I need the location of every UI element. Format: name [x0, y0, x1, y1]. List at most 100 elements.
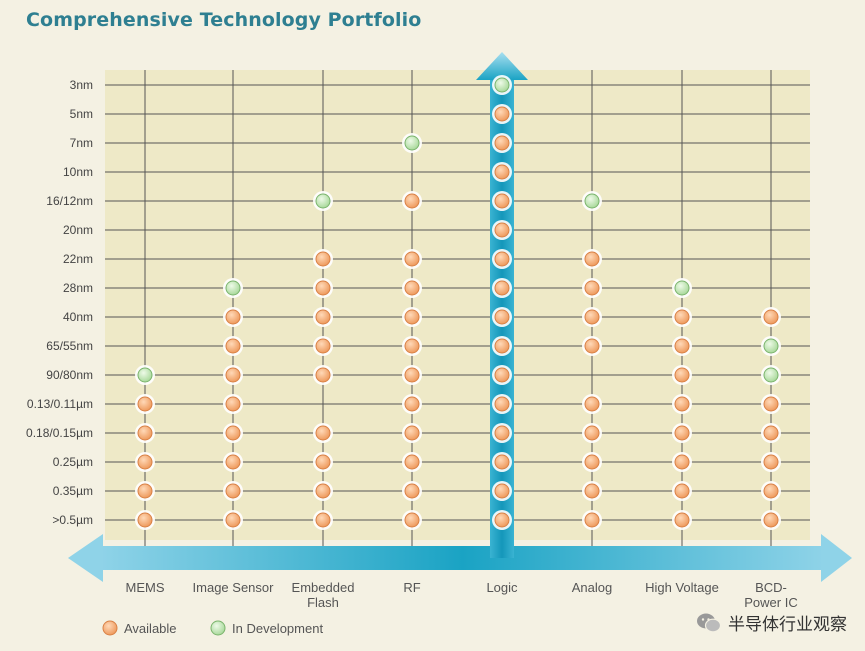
x-category-label: Embedded Flash [292, 580, 355, 610]
data-point-available [674, 367, 690, 383]
data-point-available [315, 309, 331, 325]
data-point-in-development [404, 135, 420, 151]
data-point-available [494, 483, 510, 499]
data-point-in-development [584, 193, 600, 209]
y-tick-label: 7nm [70, 136, 93, 150]
data-point-available [584, 425, 600, 441]
data-point-available [763, 309, 779, 325]
y-tick-label: 22nm [63, 252, 93, 266]
x-axis-labels: MEMS Image Sensor Embedded Flash RF Logic Anal… [126, 580, 798, 610]
x-category-label: BCD-Power IC [744, 580, 797, 610]
data-point-available [494, 396, 510, 412]
x-category-label-line: Flash [307, 595, 339, 610]
data-point-available [315, 251, 331, 267]
x-category-label-line: Image Sensor [193, 580, 275, 595]
data-point-available [494, 193, 510, 209]
data-point-available [404, 193, 420, 209]
data-point-available [584, 280, 600, 296]
watermark: 半导体行业观察 [696, 610, 847, 635]
y-tick-label: 5nm [70, 107, 93, 121]
data-point-available [137, 396, 153, 412]
data-point-available [225, 309, 241, 325]
data-point-available [404, 367, 420, 383]
data-point-available [494, 251, 510, 267]
data-point-available [494, 309, 510, 325]
data-point-in-development [763, 367, 779, 383]
data-point-available [225, 454, 241, 470]
data-point-available [494, 454, 510, 470]
legend-marker-available [102, 620, 118, 636]
x-category-label: Image Sensor [193, 580, 275, 595]
data-point-available [674, 454, 690, 470]
data-point-available [225, 338, 241, 354]
data-point-available [404, 309, 420, 325]
data-point-in-development [763, 338, 779, 354]
watermark-text: 半导体行业观察 [728, 615, 847, 635]
data-point-available [494, 135, 510, 151]
data-point-available [763, 425, 779, 441]
data-point-available [404, 454, 420, 470]
data-point-available [494, 280, 510, 296]
grid-lines [105, 70, 810, 560]
left-arrowhead [68, 534, 103, 582]
data-point-available [674, 396, 690, 412]
x-category-label-line: MEMS [126, 580, 165, 595]
y-tick-label: 0.18/0.15µm [26, 426, 93, 440]
data-point-available [494, 512, 510, 528]
data-point-available [763, 454, 779, 470]
right-arrowhead [821, 534, 852, 582]
data-point-available [404, 251, 420, 267]
wechat-icon [697, 613, 722, 632]
y-tick-label: 40nm [63, 310, 93, 324]
data-point-in-development [315, 193, 331, 209]
data-point-available [494, 222, 510, 238]
data-point-available [137, 512, 153, 528]
data-point-available [404, 512, 420, 528]
y-tick-label: 10nm [63, 165, 93, 179]
y-tick-label: 28nm [63, 281, 93, 295]
axis-arrows [68, 52, 852, 582]
data-point-available [494, 425, 510, 441]
data-point-available [584, 454, 600, 470]
x-category-label-line: Analog [572, 580, 612, 595]
data-point-available [674, 483, 690, 499]
legend: Available In Development [102, 620, 323, 636]
up-arrowhead [476, 52, 528, 80]
y-tick-label: 0.25µm [53, 455, 93, 469]
legend-label: Available [124, 621, 177, 636]
data-point-available [137, 454, 153, 470]
data-point-available [674, 338, 690, 354]
data-point-available [674, 512, 690, 528]
legend-marker-in-development [210, 620, 226, 636]
data-point-available [763, 512, 779, 528]
data-point-available [494, 164, 510, 180]
data-point-available [494, 338, 510, 354]
x-category-label-line: Power IC [744, 595, 797, 610]
data-point-available [225, 425, 241, 441]
x-category-label-line: RF [403, 580, 420, 595]
y-tick-label: 3nm [70, 78, 93, 92]
data-point-available [584, 512, 600, 528]
data-point-available [584, 483, 600, 499]
data-point-available [137, 483, 153, 499]
x-category-label: Analog [572, 580, 612, 595]
data-point-available [315, 425, 331, 441]
x-category-label-line: BCD- [755, 580, 787, 595]
legend-label: In Development [232, 621, 323, 636]
data-point-available [315, 367, 331, 383]
y-tick-label: >0.5µm [52, 513, 93, 527]
data-point-available [315, 280, 331, 296]
data-point-available [584, 338, 600, 354]
data-point-available [315, 483, 331, 499]
data-point-available [404, 483, 420, 499]
y-tick-label: 65/55nm [46, 339, 93, 353]
data-point-available [315, 338, 331, 354]
data-point-in-development [674, 280, 690, 296]
y-axis-labels: 3nm 5nm 7nm 10nm 16/12nm 20nm 22nm 28nm 40nm 65/5… [26, 78, 93, 527]
y-tick-label: 16/12nm [46, 194, 93, 208]
data-point-available [404, 280, 420, 296]
data-point-available [584, 251, 600, 267]
horizontal-arrow-bar [100, 546, 825, 570]
data-point-available [763, 483, 779, 499]
